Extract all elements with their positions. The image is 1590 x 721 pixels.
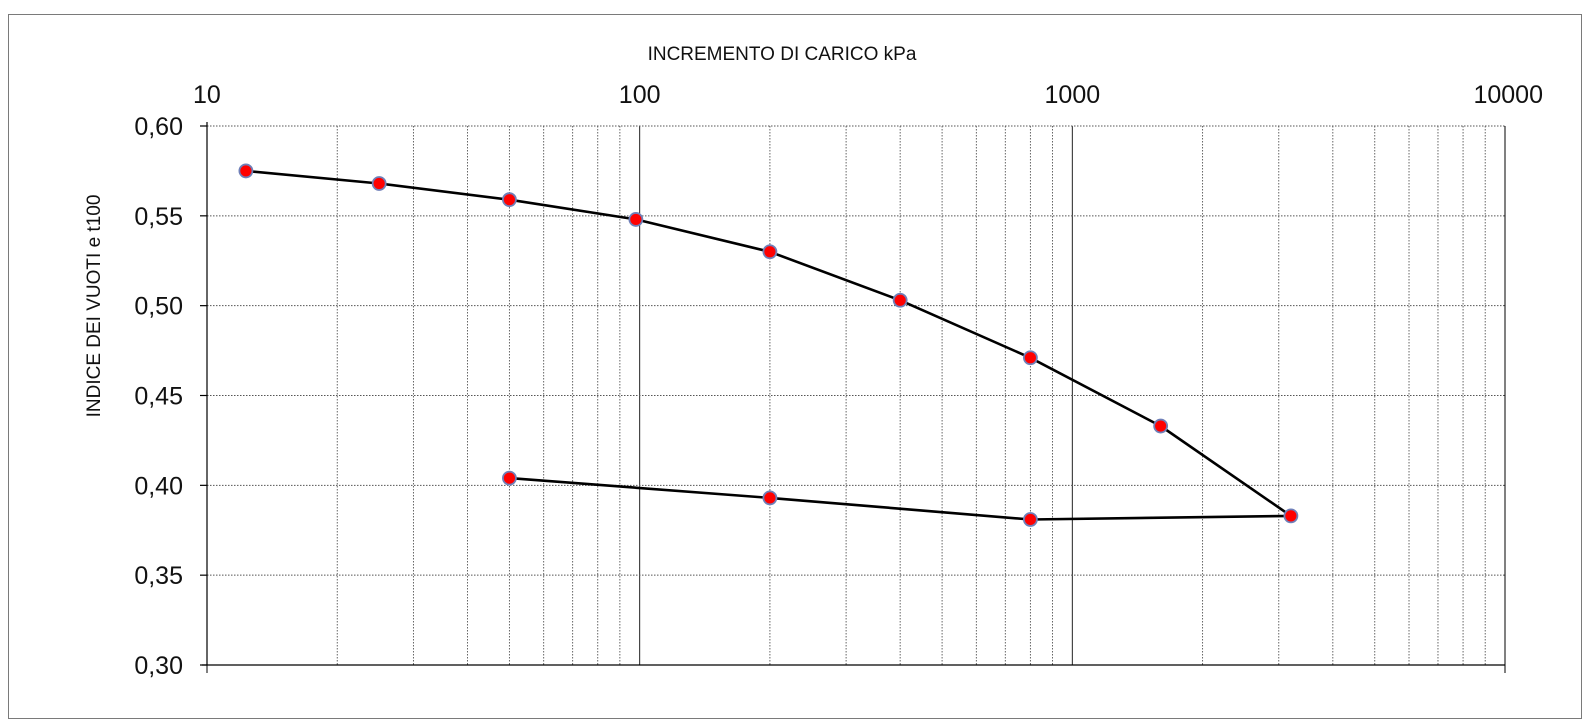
data-point (371, 176, 387, 191)
y-tick-label: 0,60 (134, 113, 183, 141)
data-point (762, 490, 778, 506)
series-line (245, 169, 1293, 521)
y-tick-label: 0,35 (134, 562, 183, 590)
data-point (1283, 508, 1299, 524)
chart-frame (8, 14, 1582, 719)
x-tick-label: 10000 (1473, 81, 1543, 109)
x-tick-labels: 10 100 1000 10000 (193, 81, 1543, 109)
y-tick-label: 0,30 (134, 652, 183, 680)
data-series (238, 163, 1299, 527)
grid-lines (207, 125, 1505, 665)
data-point (1023, 350, 1038, 366)
x-axis-title: INCREMENTO DI CARICO kPa (648, 44, 917, 65)
y-tick-label: 0,50 (134, 293, 183, 321)
y-tick-labels: 0,60 0,55 0,50 0,45 0,40 0,35 0,30 (134, 113, 183, 680)
data-point (762, 244, 778, 260)
x-tick-label: 1000 (1045, 81, 1101, 109)
data-point (502, 192, 517, 208)
data-point (1153, 418, 1169, 434)
data-point (502, 470, 517, 486)
y-axis-title: INDICE DEI VUOTI e t100 (84, 195, 105, 418)
x-tick-label: 10 (193, 81, 221, 109)
y-tick-label: 0,55 (134, 203, 183, 231)
data-point (892, 292, 908, 308)
y-tick-label: 0,45 (134, 383, 183, 411)
x-tick-label: 100 (619, 81, 661, 109)
y-tick-label: 0,40 (134, 472, 183, 500)
data-point (628, 212, 644, 227)
axes (200, 122, 1506, 673)
data-point (1023, 512, 1038, 527)
data-point (238, 163, 254, 179)
